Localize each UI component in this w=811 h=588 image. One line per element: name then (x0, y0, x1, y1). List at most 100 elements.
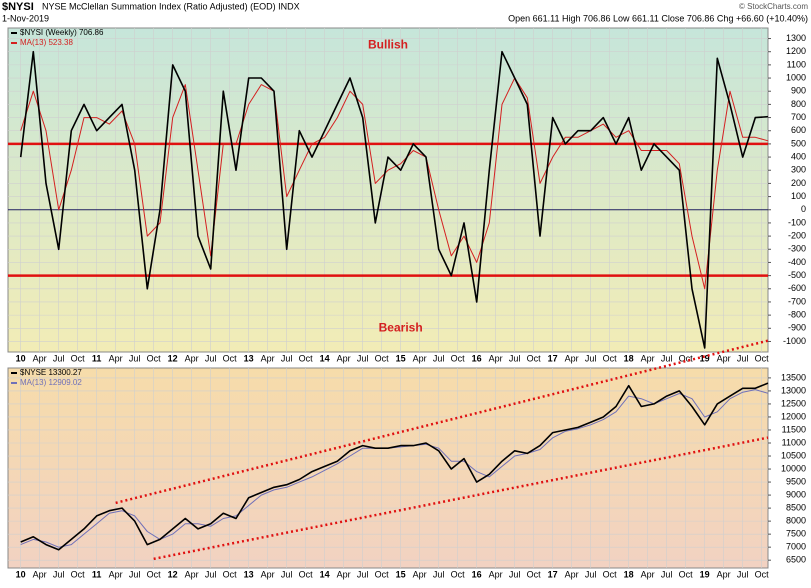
x-tick-label: Jul (737, 353, 749, 363)
x-tick-label: 15 (396, 353, 406, 363)
x-tick-label: Oct (755, 569, 770, 579)
x-tick-label: Jul (357, 569, 369, 579)
x-tick-label: 13 (244, 353, 254, 363)
series-line (20, 77, 769, 290)
x-tick-label: 19 (700, 569, 710, 579)
x-tick-label: Jul (585, 569, 597, 579)
y-tick-label: -100 (788, 217, 806, 227)
y-tick-label: 100 (791, 191, 806, 201)
y-tick-label: -400 (788, 257, 806, 267)
x-tick-label: Apr (185, 569, 199, 579)
series-line (19, 50, 769, 349)
quote: Open 661.11 High 706.86 Low 661.11 Close… (508, 13, 808, 23)
y-tick-label: 200 (791, 178, 806, 188)
x-tick-label: 16 (472, 353, 482, 363)
y-tick-label: 10000 (781, 463, 806, 473)
y-tick-label: 1000 (786, 72, 806, 82)
y-tick-label: 400 (791, 151, 806, 161)
y-tick-label: 13000 (781, 385, 806, 395)
x-tick-label: 19 (700, 353, 710, 363)
x-tick-label: Apr (565, 569, 579, 579)
plot-background (7, 27, 769, 353)
symbol: $NYSI (2, 1, 34, 13)
x-tick-label: Oct (451, 353, 466, 363)
y-tick-label: -300 (788, 244, 806, 254)
x-tick-label: Jul (585, 353, 597, 363)
y-tick-label: 1100 (787, 59, 806, 69)
y-tick-label: 8000 (786, 516, 806, 526)
x-tick-label: Oct (527, 353, 542, 363)
legend-label: $NYSE 13300.27 (20, 368, 82, 377)
x-tick-label: 12 (168, 569, 178, 579)
x-tick-label: 15 (396, 569, 406, 579)
y-tick-label: 12500 (781, 398, 806, 408)
x-tick-label: Jul (129, 353, 141, 363)
x-tick-label: Oct (299, 569, 314, 579)
y-tick-label: 0 (801, 204, 806, 214)
x-tick-label: Apr (261, 569, 275, 579)
x-tick-label: Oct (375, 569, 390, 579)
legend-label: $NYSI (Weekly) 706.86 (20, 28, 104, 37)
x-tick-label: 17 (548, 569, 558, 579)
x-tick-label: Jul (509, 353, 521, 363)
x-tick-label: Oct (679, 569, 694, 579)
x-tick-label: Jul (661, 353, 673, 363)
y-tick-label: 6500 (786, 555, 806, 565)
y-tick-label: 1200 (786, 46, 806, 56)
x-tick-label: Apr (717, 353, 731, 363)
x-tick-label: Apr (489, 353, 503, 363)
y-tick-label: 11000 (782, 437, 806, 447)
x-tick-label: Oct (755, 353, 770, 363)
y-tick-label: 11500 (782, 424, 806, 434)
y-tick-label: -900 (788, 323, 806, 333)
y-tick-label: 900 (791, 86, 806, 96)
y-tick-label: 1300 (786, 33, 806, 43)
plot-background (7, 367, 769, 569)
x-tick-label: 14 (320, 353, 330, 363)
y-tick-label: 800 (791, 99, 806, 109)
x-tick-label: Oct (223, 569, 238, 579)
legend-label: MA(13) 523.38 (20, 38, 73, 47)
y-tick-label: 10500 (781, 450, 806, 460)
x-tick-label: Apr (109, 569, 123, 579)
x-tick-label: Apr (489, 569, 503, 579)
series-line (20, 382, 769, 551)
y-tick-label: 500 (791, 138, 806, 148)
x-tick-label: Oct (679, 353, 694, 363)
x-tick-label: Apr (413, 353, 427, 363)
x-tick-label: Jul (737, 569, 749, 579)
x-tick-label: Jul (433, 353, 445, 363)
legend-label: MA(13) 12909.02 (20, 378, 82, 387)
x-tick-label: 11 (92, 569, 102, 579)
y-tick-label: 7000 (786, 542, 806, 552)
annotation: Bearish (379, 320, 423, 334)
trend-line (153, 436, 769, 561)
x-tick-label: 18 (624, 353, 634, 363)
x-tick-label: Jul (433, 569, 445, 579)
y-tick-label: -500 (788, 270, 806, 280)
x-tick-label: Apr (641, 353, 655, 363)
x-tick-label: 10 (16, 569, 26, 579)
x-tick-label: Oct (147, 569, 162, 579)
y-tick-label: 300 (791, 165, 806, 175)
x-tick-label: Jul (129, 569, 141, 579)
y-tick-label: -600 (788, 283, 806, 293)
x-tick-label: Jul (53, 353, 65, 363)
x-tick-label: Oct (223, 353, 238, 363)
x-tick-label: Jul (205, 569, 217, 579)
x-tick-label: Jul (53, 569, 65, 579)
y-tick-label: 9000 (786, 489, 806, 499)
x-tick-label: Oct (603, 569, 618, 579)
date-label: 1-Nov-2019 (2, 13, 49, 23)
x-tick-label: Oct (603, 353, 618, 363)
x-tick-label: Apr (413, 569, 427, 579)
x-tick-label: Apr (33, 569, 47, 579)
y-tick-label: 9500 (786, 476, 806, 486)
y-tick-label: 600 (791, 125, 806, 135)
x-tick-label: 14 (320, 569, 330, 579)
x-tick-label: 11 (92, 353, 102, 363)
x-tick-label: Apr (33, 353, 47, 363)
x-tick-label: Oct (527, 569, 542, 579)
y-tick-label: 7500 (786, 529, 806, 539)
x-tick-label: 16 (472, 569, 482, 579)
